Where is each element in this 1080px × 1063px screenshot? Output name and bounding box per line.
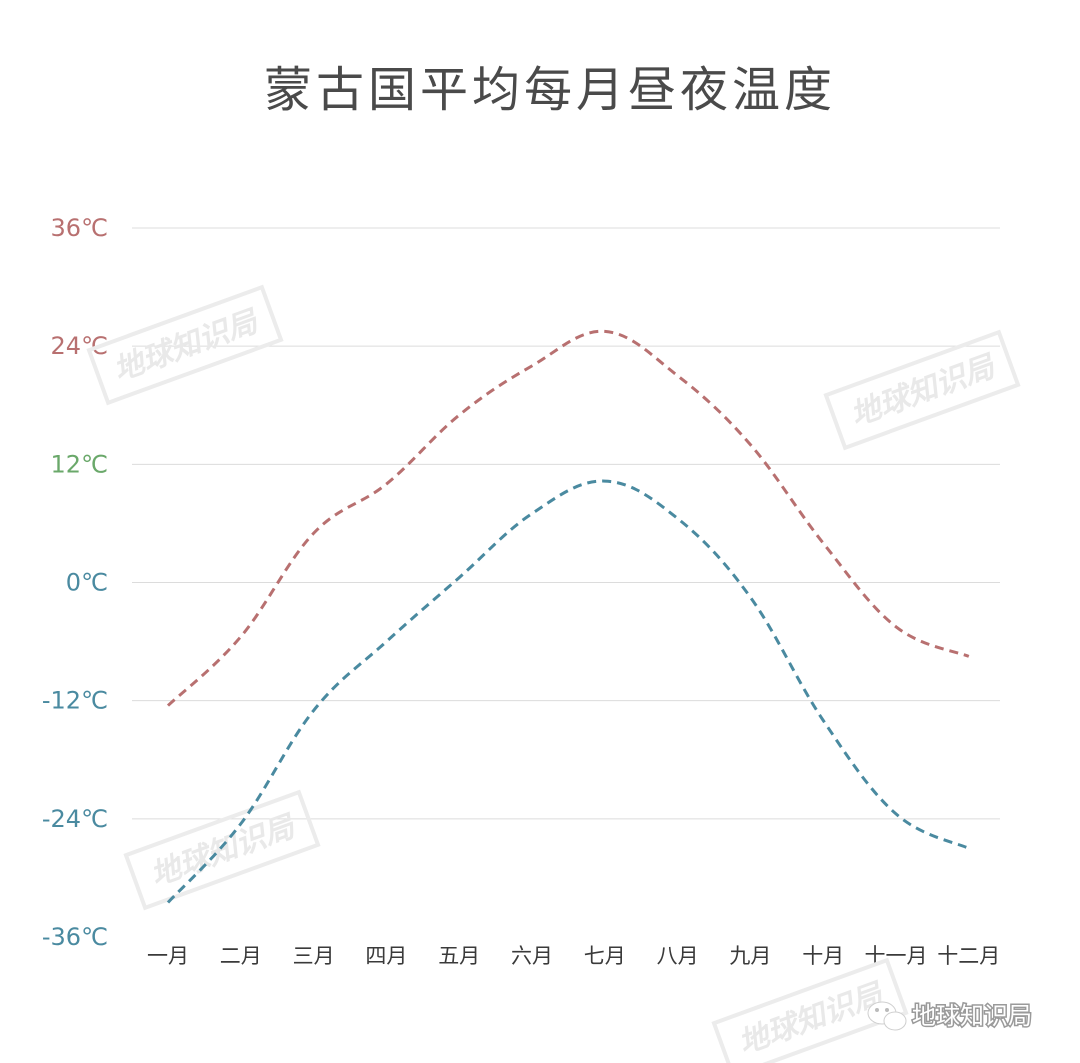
x-tick-label: 八月	[657, 944, 699, 968]
series	[166, 329, 970, 904]
y-tick-label: 0℃	[66, 569, 108, 597]
brand-label: 地球知识局	[912, 1002, 1032, 1030]
y-tick-label: -36℃	[42, 923, 108, 951]
x-tick-label: 十月	[802, 944, 844, 968]
watermark: 地球知识局	[86, 284, 284, 406]
y-tick-label: 36℃	[51, 214, 109, 242]
y-tick-label: -12℃	[42, 687, 108, 715]
x-axis: 一月 二月 三月 四月 五月 六月 七月 八月 九月 十月 十一月 十二月	[147, 944, 1000, 968]
x-tick-label: 七月	[584, 944, 626, 968]
y-tick-label: 12℃	[51, 450, 109, 478]
chart-title: 蒙古国平均每月昼夜温度	[264, 62, 836, 118]
x-tick-label: 九月	[729, 944, 771, 968]
brand-badge: 地球知识局	[867, 1001, 1034, 1032]
x-tick-label: 三月	[293, 944, 335, 968]
x-tick-label: 一月	[147, 944, 189, 968]
watermark: 地球知识局	[823, 329, 1021, 451]
series-line-0	[166, 329, 970, 707]
x-tick-label: 二月	[220, 944, 262, 968]
grid	[132, 227, 1000, 820]
x-tick-label: 四月	[365, 944, 407, 968]
x-tick-label: 六月	[511, 944, 553, 968]
x-tick-label: 五月	[438, 944, 480, 968]
y-axis: 36℃24℃12℃0℃-12℃-24℃-36℃	[42, 214, 108, 951]
y-tick-label: -24℃	[42, 805, 108, 833]
watermark: 地球知识局	[123, 789, 321, 911]
x-tick-label: 十二月	[937, 944, 1000, 968]
wechat-icon	[867, 1001, 907, 1031]
series-line-1	[166, 479, 970, 904]
